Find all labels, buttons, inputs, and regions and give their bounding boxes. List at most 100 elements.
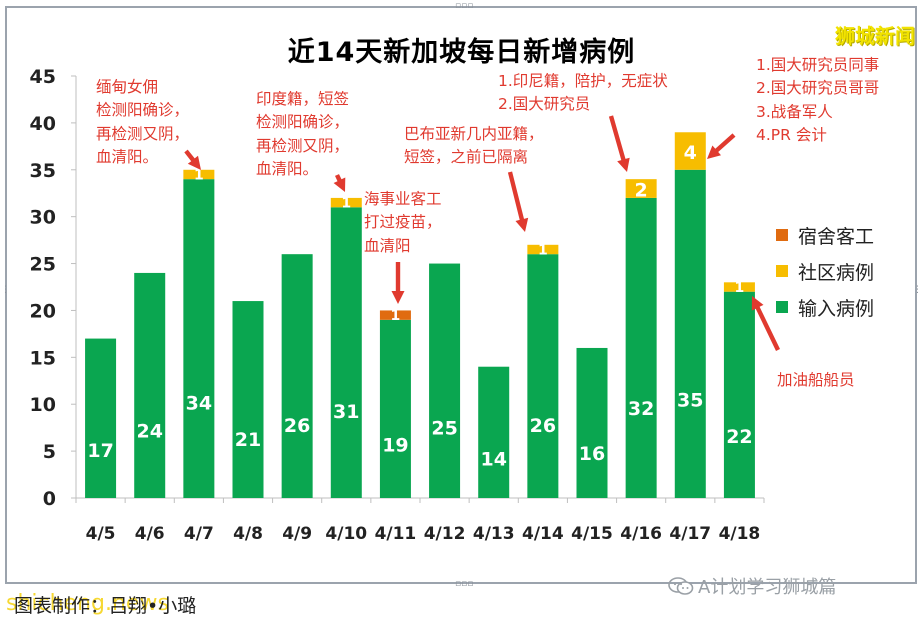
x-tick-label: 4/14 <box>522 524 564 544</box>
annotation-4-18: 加油船船员 <box>777 371 855 389</box>
bar-input <box>478 366 510 498</box>
legend-label-input: 输入病例 <box>798 297 875 320</box>
bar-input <box>723 291 755 498</box>
annotation-arrow-shape <box>184 149 201 170</box>
x-tick-label: 4/8 <box>233 524 263 544</box>
bar-input <box>281 254 313 498</box>
annotation-4-10: 印度籍，短签 检测阳确诊， 再检测又阴， 血清阳。 <box>256 90 350 178</box>
watermark-account: A计划学习狮城篇 <box>668 573 836 599</box>
data-label: 2 <box>635 180 648 202</box>
y-tick-label: 20 <box>30 300 56 322</box>
data-label: 22 <box>726 426 752 448</box>
data-label: 32 <box>628 398 654 420</box>
annotation-4-16: 1.印尼籍，陪护，无症状 2.国大研究员 <box>498 72 668 114</box>
data-label: 1 <box>735 280 745 296</box>
data-label: 26 <box>284 415 310 437</box>
annotation-arrow <box>507 171 529 232</box>
bar-community <box>625 179 657 198</box>
annotation-arrow-shape <box>391 262 405 304</box>
bar-input <box>379 319 411 498</box>
bar-input <box>527 254 559 498</box>
bar-input <box>134 272 166 498</box>
annotation-arrow-shape <box>507 171 529 232</box>
data-label: 21 <box>235 429 261 451</box>
y-tick-label: 25 <box>30 254 56 276</box>
legend-label-community: 社区病例 <box>798 261 875 284</box>
y-tick-label: 15 <box>30 347 56 369</box>
bar-input <box>183 179 215 498</box>
resize-handle-bottom[interactable]: ▫▫▫ <box>455 579 474 589</box>
y-tick-label: 40 <box>30 113 56 135</box>
legend-item-community: 社区病例 <box>776 253 874 289</box>
y-tick-label: 0 <box>43 488 56 510</box>
brand-logo-text: 狮城新闻 <box>835 24 915 48</box>
data-label: 14 <box>480 449 506 471</box>
x-tick-label: 4/7 <box>184 524 214 544</box>
bar-input <box>674 169 706 498</box>
data-label: 25 <box>431 418 457 440</box>
x-tick-label: 4/16 <box>620 524 662 544</box>
watermark-site: shicheng.news <box>6 591 169 616</box>
x-tick-label: 4/15 <box>571 524 613 544</box>
bar-input <box>429 263 461 498</box>
annotation-arrow-shape <box>608 115 630 172</box>
annotation-arrows <box>184 115 780 351</box>
annotation-arrow <box>707 133 736 159</box>
data-label: 4 <box>684 142 697 164</box>
chart-bars <box>85 132 755 499</box>
bar-input <box>576 347 608 498</box>
bar-community <box>330 197 362 208</box>
x-tick-label: 4/17 <box>669 524 711 544</box>
y-tick-label: 10 <box>30 394 56 416</box>
resize-handle-right[interactable]: ⋮ <box>913 285 922 295</box>
x-tick-label: 4/13 <box>473 524 515 544</box>
wechat-icon <box>668 577 694 595</box>
watermark-account-label: A计划学习狮城篇 <box>698 577 837 598</box>
legend-label-dorm: 宿舍客工 <box>798 225 875 248</box>
x-tick-label: 4/5 <box>86 524 116 544</box>
legend-item-dorm: 宿舍客工 <box>776 217 874 253</box>
annotation-4-7: 缅甸女佣 检测阳确诊， 再检测又阴， 血清阳。 <box>96 78 190 166</box>
chart-credit: 图表制作：吕翔•小璐 <box>14 595 197 617</box>
bar-input <box>330 207 362 499</box>
data-label: 24 <box>136 420 162 442</box>
annotation-4-17: 1.国大研究员同事 2.国大研究员哥哥 3.战备军人 4.PR 会计 <box>756 56 880 144</box>
bar-input <box>85 338 117 498</box>
x-tick-label: 4/10 <box>325 524 367 544</box>
annotation-arrow-shape <box>707 133 736 159</box>
data-label: 1 <box>341 196 351 212</box>
annotation-arrow-shape <box>751 296 780 351</box>
chart-title: 近14天新加坡每日新增病例 <box>287 37 636 68</box>
data-label: 35 <box>677 390 703 412</box>
annotation-arrow <box>751 296 780 351</box>
x-tick-label: 4/9 <box>282 524 312 544</box>
x-tick-label: 4/12 <box>424 524 466 544</box>
chart-legend: 宿舍客工 社区病例 输入病例 <box>776 217 874 325</box>
bar-community <box>723 282 755 292</box>
x-tick-label: 4/18 <box>719 524 761 544</box>
bar-input <box>625 197 657 498</box>
annotation-arrow <box>391 262 405 304</box>
bar-dorm <box>379 310 411 320</box>
data-label: 19 <box>382 435 408 457</box>
resize-handle-left[interactable]: ⋮ <box>1 285 10 295</box>
bar-input <box>232 301 264 498</box>
data-label: 1 <box>538 242 548 258</box>
data-label: 1 <box>194 167 204 183</box>
data-label: 16 <box>579 443 605 465</box>
resize-handle-top[interactable]: ▫▫▫ <box>455 1 474 11</box>
annotation-4-14: 巴布亚新几内亚籍， 短签，之前已隔离 <box>404 125 544 167</box>
annotation-arrow-shape <box>333 174 346 192</box>
bar-community <box>674 132 706 170</box>
annotation-arrow <box>333 174 346 192</box>
legend-swatch-input <box>776 301 788 313</box>
x-tick-label: 4/11 <box>375 524 417 544</box>
x-tick-label: 4/6 <box>135 524 165 544</box>
data-label: 26 <box>530 415 556 437</box>
y-tick-label: 35 <box>30 160 56 182</box>
y-tick-label: 45 <box>30 66 56 88</box>
annotation-4-11: 海事业客工 打过疫苗， 血清阳 <box>364 190 442 255</box>
legend-item-input: 输入病例 <box>776 289 874 325</box>
legend-swatch-community <box>776 265 788 277</box>
